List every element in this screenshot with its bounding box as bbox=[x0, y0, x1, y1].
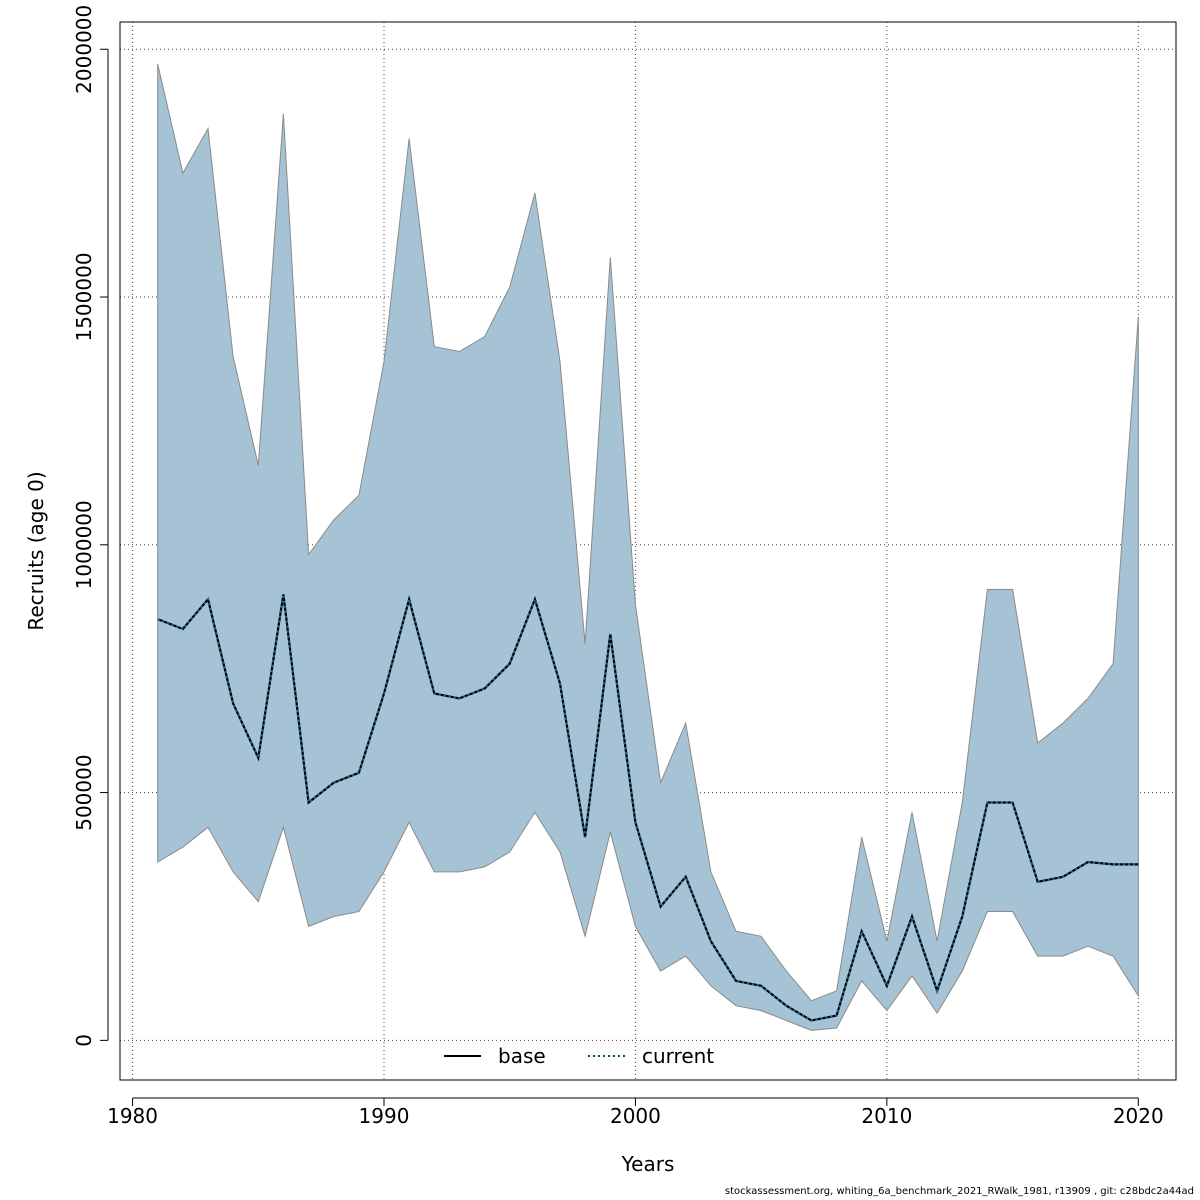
plot-frame bbox=[119, 21, 1177, 1081]
confidence-band bbox=[157, 63, 1139, 1031]
x-tick-label-4: 2020 bbox=[1113, 1104, 1164, 1128]
y-tick-label-0: 0 bbox=[72, 1034, 96, 1047]
x-tick-label-0: 1980 bbox=[107, 1104, 158, 1128]
y-tick-label-2: 1000000 bbox=[72, 500, 96, 589]
y-axis-title: Recruits (age 0) bbox=[24, 471, 48, 630]
y-axis: 0 500000 1000000 1500000 2000000 bbox=[72, 5, 109, 1047]
x-tick-label-1: 1990 bbox=[359, 1104, 410, 1128]
series-line-current-base bbox=[157, 594, 1139, 1022]
legend: base current bbox=[444, 1044, 714, 1068]
x-tick-label-2: 2000 bbox=[610, 1104, 661, 1128]
confidence-band-area bbox=[157, 63, 1139, 1031]
series-lines bbox=[157, 594, 1139, 1022]
y-tick-label-3: 1500000 bbox=[72, 252, 96, 341]
x-axis: 1980 1990 2000 2010 2020 bbox=[107, 1097, 1164, 1128]
legend-label-base: base bbox=[498, 1044, 546, 1068]
x-axis-title: Years bbox=[621, 1152, 675, 1176]
y-tick-label-4: 2000000 bbox=[72, 5, 96, 94]
y-tick-label-1: 500000 bbox=[72, 754, 96, 830]
footer-credit: stockassessment.org, whiting_6a_benchmar… bbox=[724, 1186, 1194, 1197]
legend-label-current: current bbox=[642, 1044, 714, 1068]
x-tick-label-3: 2010 bbox=[861, 1104, 912, 1128]
